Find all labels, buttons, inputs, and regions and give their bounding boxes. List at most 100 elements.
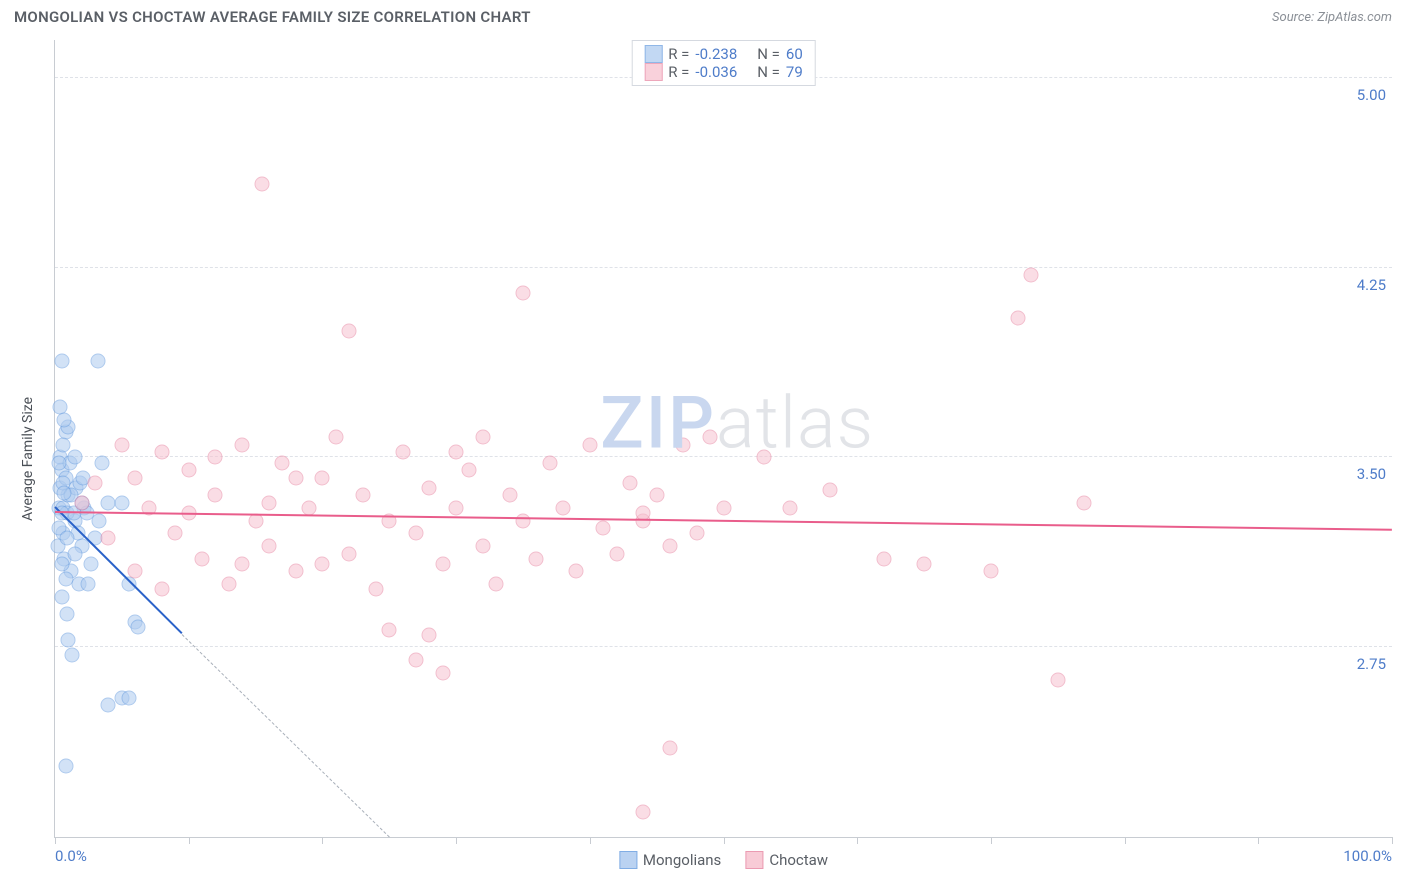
- data-point: [315, 556, 330, 571]
- data-point: [114, 496, 129, 511]
- data-point: [435, 556, 450, 571]
- data-point: [101, 698, 116, 713]
- gridline: [55, 456, 1392, 457]
- data-point: [221, 576, 236, 591]
- legend-r-label: R =: [668, 45, 689, 63]
- y-tick-label: 5.00: [1357, 86, 1386, 104]
- data-point: [208, 488, 223, 503]
- data-point: [703, 430, 718, 445]
- data-point: [255, 177, 270, 192]
- data-point: [449, 445, 464, 460]
- data-point: [408, 652, 423, 667]
- data-point: [435, 665, 450, 680]
- data-point: [68, 450, 83, 465]
- data-point: [315, 470, 330, 485]
- data-point: [663, 741, 678, 756]
- data-point: [502, 488, 517, 503]
- correlation-legend: R =-0.238N =60R =-0.036N =79: [631, 40, 816, 86]
- data-point: [475, 539, 490, 554]
- legend-n-value: 79: [786, 63, 803, 81]
- data-point: [689, 526, 704, 541]
- data-point: [54, 354, 69, 369]
- x-tick: [590, 837, 591, 844]
- data-point: [355, 488, 370, 503]
- y-axis-label: Average Family Size: [20, 397, 36, 521]
- legend-swatch: [644, 63, 662, 81]
- data-point: [342, 323, 357, 338]
- y-tick-label: 2.75: [1357, 655, 1386, 673]
- data-point: [422, 480, 437, 495]
- data-point: [462, 463, 477, 478]
- data-point: [542, 455, 557, 470]
- data-point: [195, 551, 210, 566]
- data-point: [74, 496, 89, 511]
- data-point: [783, 501, 798, 516]
- data-point: [181, 463, 196, 478]
- x-tick: [1125, 837, 1126, 844]
- data-point: [275, 455, 290, 470]
- data-point: [663, 539, 678, 554]
- series-legend-label: Choctaw: [769, 851, 828, 869]
- x-tick: [991, 837, 992, 844]
- data-point: [68, 546, 83, 561]
- legend-r-value: -0.036: [695, 63, 737, 81]
- legend-row: R =-0.238N =60: [644, 45, 803, 63]
- data-point: [261, 496, 276, 511]
- data-point: [368, 582, 383, 597]
- y-tick-label: 4.25: [1357, 276, 1386, 294]
- x-tick: [724, 837, 725, 844]
- data-point: [449, 501, 464, 516]
- series-legend-label: Mongolians: [643, 851, 721, 869]
- data-point: [1077, 496, 1092, 511]
- data-point: [489, 576, 504, 591]
- data-point: [609, 546, 624, 561]
- data-point: [1050, 673, 1065, 688]
- data-point: [556, 501, 571, 516]
- source-label: Source: ZipAtlas.com: [1272, 10, 1392, 25]
- watermark: ZIPatlas: [600, 380, 874, 465]
- x-tick: [1258, 837, 1259, 844]
- data-point: [60, 607, 75, 622]
- data-point: [983, 564, 998, 579]
- data-point: [235, 556, 250, 571]
- data-point: [61, 632, 76, 647]
- data-point: [90, 354, 105, 369]
- data-point: [261, 539, 276, 554]
- x-tick: [322, 837, 323, 844]
- data-point: [65, 647, 80, 662]
- data-point: [676, 437, 691, 452]
- data-point: [58, 759, 73, 774]
- legend-r-value: -0.238: [695, 45, 737, 63]
- data-point: [235, 437, 250, 452]
- plot-area: ZIPatlas R =-0.238N =60R =-0.036N =79 Mo…: [54, 40, 1392, 838]
- data-point: [154, 582, 169, 597]
- data-point: [382, 622, 397, 637]
- data-point: [917, 556, 932, 571]
- data-point: [101, 531, 116, 546]
- legend-r-label: R =: [668, 63, 689, 81]
- series-legend: Mongolians Choctaw: [619, 851, 828, 869]
- data-point: [582, 437, 597, 452]
- legend-n-label: N =: [757, 45, 780, 63]
- data-point: [876, 551, 891, 566]
- data-point: [60, 531, 75, 546]
- data-point: [636, 804, 651, 819]
- gridline: [55, 267, 1392, 268]
- x-tick: [55, 837, 56, 844]
- data-point: [328, 430, 343, 445]
- data-point: [342, 546, 357, 561]
- data-point: [88, 475, 103, 490]
- data-point: [529, 551, 544, 566]
- legend-swatch: [619, 851, 637, 869]
- data-point: [622, 475, 637, 490]
- regression-line-extrapolated: [182, 634, 390, 837]
- data-point: [208, 450, 223, 465]
- data-point: [54, 589, 69, 604]
- data-point: [408, 526, 423, 541]
- data-point: [58, 571, 73, 586]
- gridline: [55, 646, 1392, 647]
- data-point: [823, 483, 838, 498]
- x-tick: [857, 837, 858, 844]
- chart-title: MONGOLIAN VS CHOCTAW AVERAGE FAMILY SIZE…: [14, 8, 531, 26]
- data-point: [154, 445, 169, 460]
